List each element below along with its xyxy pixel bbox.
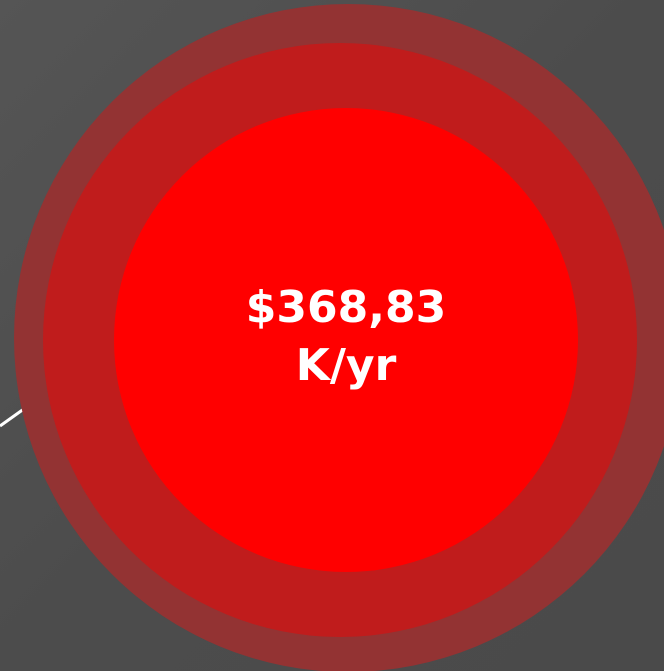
amount-label: $368,83 (246, 282, 446, 333)
unit-label: K/yr (296, 340, 397, 391)
inner-circle (114, 108, 578, 572)
